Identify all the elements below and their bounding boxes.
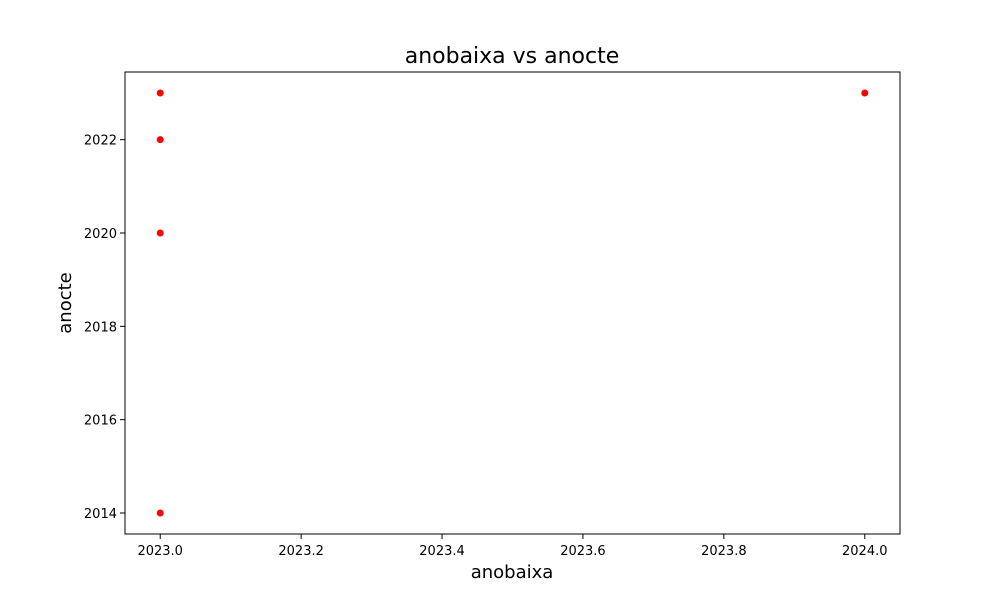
y-tick-label: 2022 — [84, 134, 117, 149]
y-tick-label: 2014 — [84, 507, 117, 522]
data-point — [156, 509, 164, 517]
y-axis: 2014 2016 2018 2020 2022 — [84, 134, 125, 522]
x-tick-label: 2024.0 — [842, 544, 888, 559]
data-point — [156, 89, 164, 97]
data-point — [156, 136, 164, 144]
data-point — [861, 89, 869, 97]
y-tick-label: 2018 — [84, 320, 117, 335]
data-points — [156, 89, 869, 517]
plot-area-frame — [124, 71, 901, 535]
chart-title: anobaixa vs anocte — [405, 44, 620, 69]
x-axis: 2023.0 2023.2 2023.4 2023.6 2023.8 2024.0 — [137, 534, 888, 559]
y-tick-label: 2020 — [84, 227, 117, 242]
x-tick-label: 2023.2 — [278, 544, 324, 559]
x-tick-label: 2023.8 — [701, 544, 747, 559]
y-axis-label: anocte — [55, 272, 76, 333]
x-tick-label: 2023.0 — [137, 544, 183, 559]
x-axis-label: anobaixa — [471, 562, 554, 583]
y-tick-label: 2016 — [84, 414, 117, 429]
x-tick-label: 2023.6 — [560, 544, 606, 559]
data-point — [156, 229, 164, 237]
x-tick-label: 2023.4 — [419, 544, 465, 559]
